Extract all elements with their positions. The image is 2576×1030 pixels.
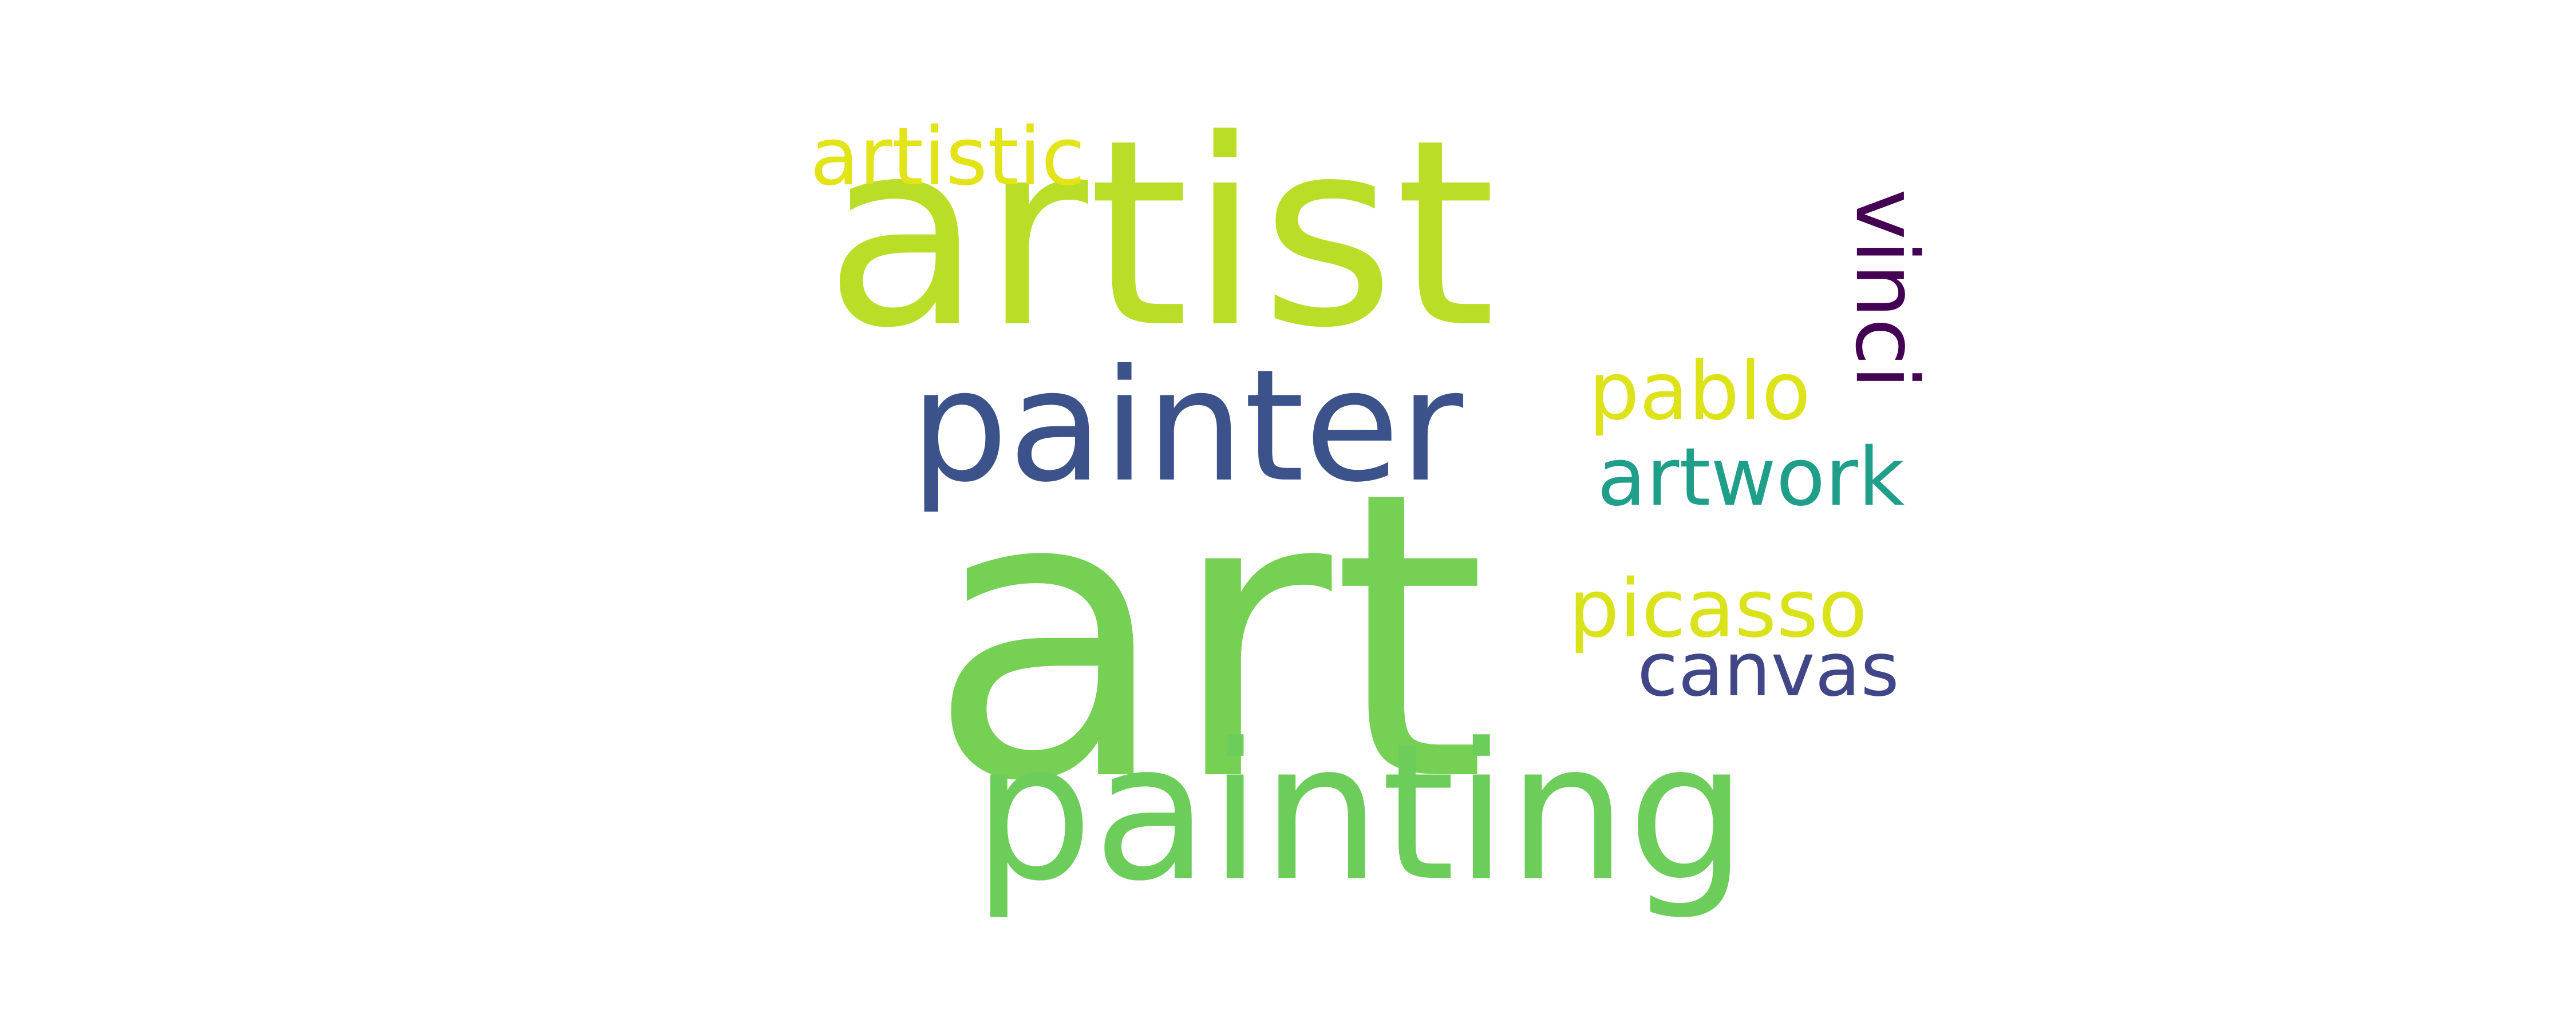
word-vinci: vinci (1836, 189, 1936, 389)
word-painting: painting (973, 703, 1748, 922)
word-artist: artist (824, 85, 1496, 385)
word-art: art (927, 408, 1487, 867)
word-artwork: artwork (1597, 431, 1905, 524)
word-artistic: artistic (810, 110, 1085, 204)
word-picasso: picasso (1568, 562, 1868, 656)
word-canvas: canvas (1637, 626, 1899, 713)
word-pablo: pablo (1589, 345, 1811, 438)
word-painter: painter (910, 336, 1463, 516)
